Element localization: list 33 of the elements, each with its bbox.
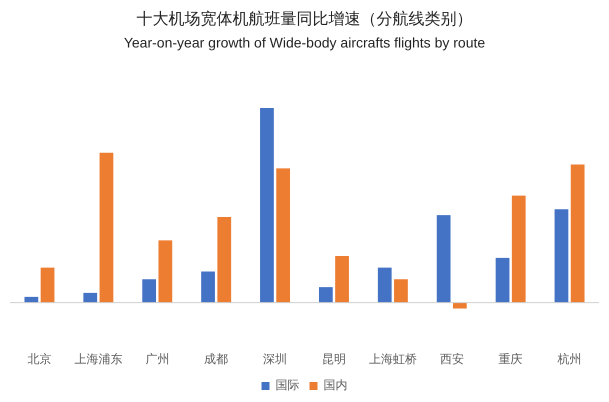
legend-label: 国内 xyxy=(324,378,348,392)
x-tick-label: 广州 xyxy=(145,352,170,366)
bar xyxy=(452,302,467,309)
bar xyxy=(496,258,510,303)
chart-title: 十大机场宽体机航班量同比增速（分航线类别） xyxy=(136,8,472,28)
bar xyxy=(40,268,54,303)
bar xyxy=(570,164,585,303)
bar xyxy=(394,279,408,303)
x-tick-label: 杭州 xyxy=(556,352,582,366)
x-tick-label: 深圳 xyxy=(263,352,288,366)
bar xyxy=(318,287,333,303)
bar xyxy=(378,268,392,303)
x-tick-label: 西安 xyxy=(440,352,464,366)
x-tick-label: 昆明 xyxy=(322,352,346,366)
bar xyxy=(260,108,274,303)
bar xyxy=(554,209,568,303)
bar xyxy=(276,168,290,303)
bar xyxy=(335,256,349,303)
bar xyxy=(436,215,451,303)
x-tick-label: 上海浦东 xyxy=(74,352,122,366)
bar xyxy=(142,279,156,303)
bar xyxy=(217,217,232,303)
bar xyxy=(83,292,98,303)
x-tick-label: 重庆 xyxy=(498,352,523,366)
bar xyxy=(158,240,172,303)
x-tick-label: 上海虹桥 xyxy=(368,352,417,366)
bar xyxy=(100,152,114,303)
x-tick-label: 成都 xyxy=(204,352,228,366)
legend-label: 国际 xyxy=(276,378,300,392)
bar xyxy=(512,196,526,303)
bar xyxy=(201,272,215,303)
x-tick-label: 北京 xyxy=(27,352,52,366)
chart-subtitle: Year-on-year growth of Wide-body aircrafts flights by route xyxy=(124,34,486,50)
